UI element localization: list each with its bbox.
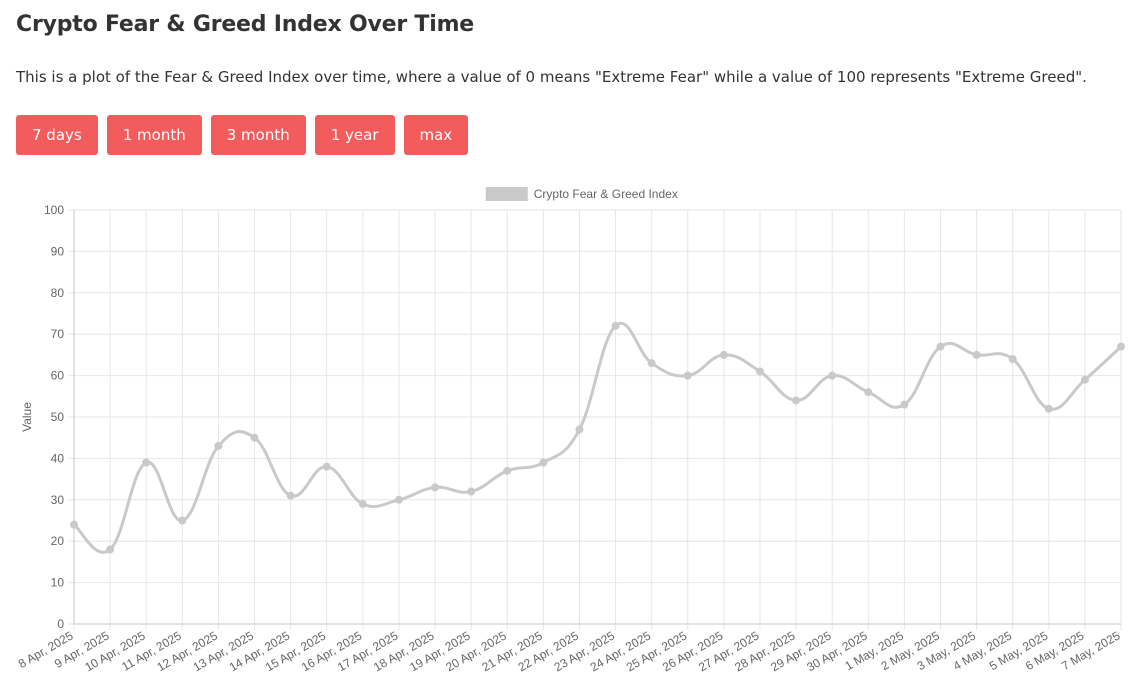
- data-point[interactable]: [431, 483, 440, 492]
- data-point[interactable]: [106, 545, 115, 554]
- y-tick-label: 90: [51, 244, 65, 258]
- data-point[interactable]: [286, 491, 295, 500]
- y-tick-label: 50: [51, 410, 65, 424]
- y-tick-label: 0: [57, 617, 64, 631]
- data-point[interactable]: [828, 371, 837, 380]
- data-point[interactable]: [539, 458, 548, 467]
- data-point[interactable]: [900, 400, 909, 409]
- data-point[interactable]: [683, 371, 692, 380]
- chart-legend[interactable]: Crypto Fear & Greed Index: [485, 187, 678, 201]
- range-7-days-button[interactable]: 7 days: [16, 115, 98, 155]
- data-point[interactable]: [864, 388, 873, 397]
- data-point[interactable]: [936, 342, 945, 351]
- y-axis-title: Value: [20, 402, 34, 432]
- chart-grid: [68, 209, 1122, 630]
- chart-series: [70, 321, 1125, 554]
- y-tick-label: 30: [51, 493, 65, 507]
- data-point[interactable]: [611, 321, 620, 330]
- range-3-month-button[interactable]: 3 month: [210, 115, 306, 155]
- data-point[interactable]: [1117, 342, 1125, 351]
- y-tick-label: 80: [51, 286, 65, 300]
- data-point[interactable]: [178, 516, 187, 525]
- data-point[interactable]: [972, 350, 981, 359]
- data-point[interactable]: [142, 458, 151, 467]
- data-point[interactable]: [70, 520, 78, 529]
- range-max-button[interactable]: max: [403, 115, 469, 155]
- data-point[interactable]: [503, 466, 512, 475]
- y-tick-label: 10: [51, 576, 65, 590]
- data-point[interactable]: [1044, 404, 1053, 413]
- data-point[interactable]: [467, 487, 476, 496]
- range-1-year-button[interactable]: 1 year: [314, 115, 395, 155]
- data-point[interactable]: [358, 499, 367, 508]
- series-line: [72, 321, 1123, 554]
- legend-swatch[interactable]: [485, 187, 528, 201]
- legend-label[interactable]: Crypto Fear & Greed Index: [534, 187, 678, 201]
- y-tick-label: 40: [51, 451, 65, 465]
- data-point[interactable]: [250, 433, 259, 442]
- page-title: Crypto Fear & Greed Index Over Time: [16, 12, 475, 37]
- page-description: This is a plot of the Fear & Greed Index…: [16, 68, 1087, 86]
- y-tick-label: 60: [51, 369, 65, 383]
- fear-greed-chart: 0 10 20 30 40 50 60 70 80 90 100 8 Apr, 2025 9 Apr, …: [0, 180, 1143, 693]
- data-point[interactable]: [792, 396, 801, 405]
- data-point[interactable]: [1080, 375, 1089, 384]
- data-point[interactable]: [719, 350, 728, 359]
- range-1-month-button[interactable]: 1 month: [106, 115, 202, 155]
- y-tick-label: 100: [44, 203, 64, 217]
- data-point[interactable]: [322, 462, 331, 471]
- data-point[interactable]: [575, 425, 584, 434]
- data-point[interactable]: [647, 359, 656, 368]
- data-point[interactable]: [755, 367, 764, 376]
- y-tick-label: 70: [51, 327, 65, 341]
- range-button-group: 7 days 1 month 3 month 1 year max: [16, 115, 477, 155]
- y-tick-label: 20: [51, 534, 65, 548]
- data-point[interactable]: [214, 441, 223, 450]
- data-point[interactable]: [1008, 355, 1017, 364]
- data-point[interactable]: [394, 495, 403, 504]
